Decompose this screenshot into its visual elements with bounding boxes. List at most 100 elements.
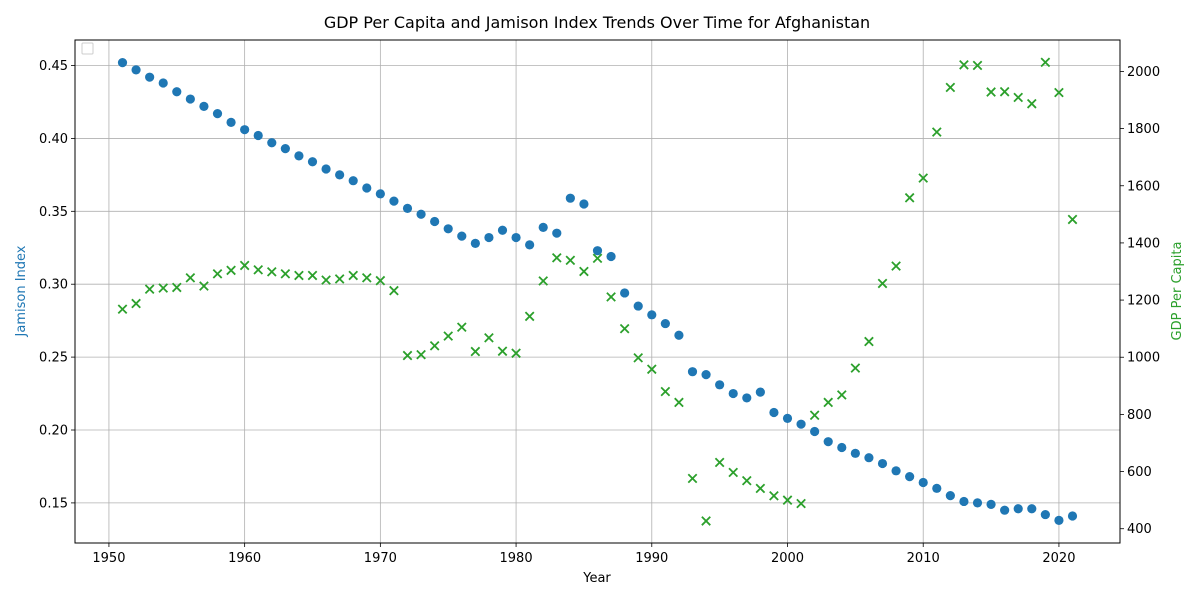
gdp-point — [701, 516, 711, 526]
gdp-point — [158, 283, 169, 293]
gdp-point — [619, 323, 630, 334]
gdp-point — [131, 298, 141, 309]
jamison-point — [430, 216, 440, 227]
gdp-point — [361, 272, 372, 283]
gdp-point — [741, 475, 752, 486]
y-left-tick-label: 0.25 — [39, 351, 68, 366]
jamison-point — [687, 367, 698, 377]
jamison-point — [932, 483, 942, 493]
gdp-point — [796, 498, 806, 509]
jamison-point — [728, 388, 738, 399]
x-tick-label: 2000 — [771, 551, 804, 566]
jamison-point — [918, 477, 928, 488]
jamison-point — [660, 318, 670, 329]
y-left-tick-label: 0.20 — [39, 424, 68, 439]
gdp-point — [728, 467, 739, 478]
x-axis-title: Year — [582, 571, 611, 586]
jamison-point — [864, 453, 874, 463]
y-right-tick-label: 1400 — [1127, 236, 1160, 251]
legend-box — [81, 42, 94, 55]
jamison-point — [565, 193, 575, 203]
gdp-point — [1040, 57, 1051, 68]
jamison-point — [321, 164, 331, 174]
jamison-point — [592, 246, 603, 256]
x-tick-label: 1960 — [228, 551, 261, 566]
gdp-point — [484, 332, 494, 343]
gdp-point — [402, 350, 413, 361]
jamison-point — [525, 240, 535, 250]
jamison-point — [1013, 504, 1023, 514]
jamison-point — [402, 203, 413, 213]
jamison-point — [1067, 511, 1078, 521]
gdp-point — [986, 87, 996, 97]
jamison-point — [212, 109, 223, 119]
gdp-point — [769, 491, 779, 501]
jamison-point — [674, 330, 684, 340]
jamison-point — [986, 499, 996, 509]
gdp-point — [579, 266, 589, 277]
gdp-point — [497, 346, 508, 357]
gdp-point — [212, 268, 223, 279]
x-tick-label: 2020 — [1042, 551, 1075, 566]
jamison-point — [348, 176, 358, 186]
jamison-point — [335, 170, 345, 180]
gdp-point — [551, 252, 562, 263]
x-axis: 1950 1960 1970 1980 1990 2000 2010 2020 — [92, 543, 1075, 566]
grid — [75, 40, 1120, 543]
y-left-tick-label: 0.40 — [39, 132, 68, 147]
gdp-point — [321, 275, 331, 285]
y-axis-left-title: Jamison Index — [14, 245, 29, 337]
gdp-point — [809, 410, 820, 421]
gdp-point — [375, 275, 386, 286]
jamison-point — [633, 301, 643, 311]
gdp-point — [470, 346, 481, 357]
y-right-tick-label: 400 — [1127, 522, 1152, 537]
jamison-point — [1054, 515, 1064, 526]
jamison-point — [294, 151, 304, 161]
y-right-tick-label: 2000 — [1127, 65, 1160, 80]
jamison-point — [484, 232, 494, 243]
gdp-point — [199, 281, 209, 291]
jamison-point — [253, 130, 263, 141]
y-right-tick-label: 1000 — [1127, 351, 1160, 366]
jamison-point — [375, 189, 385, 199]
jamison-point — [511, 232, 521, 243]
gdp-point — [918, 173, 929, 183]
x-tick-label: 2010 — [907, 551, 940, 566]
gdp-point — [348, 270, 359, 281]
jamison-point — [240, 125, 250, 135]
y-right-tick-label: 800 — [1127, 408, 1152, 423]
gdp-point — [945, 82, 956, 93]
gdp-point — [511, 348, 521, 359]
gdp-point — [456, 322, 467, 333]
x-tick-label: 1990 — [635, 551, 668, 566]
gdp-point — [334, 274, 345, 284]
jamison-point — [131, 65, 141, 75]
jamison-point — [755, 387, 765, 397]
jamison-point — [158, 78, 168, 88]
gdp-point — [1013, 92, 1024, 103]
gdp-point — [1067, 214, 1078, 225]
jamison-point — [538, 222, 548, 232]
x-tick-label: 1950 — [92, 551, 125, 566]
gdp-point — [565, 255, 576, 266]
jamison-point — [579, 199, 589, 209]
gdp-point — [389, 285, 399, 296]
jamison-point — [497, 225, 508, 235]
gdp-point — [999, 86, 1010, 97]
jamison-point — [457, 231, 467, 241]
y-right-tick-label: 1800 — [1127, 122, 1160, 137]
jamison-point — [362, 183, 372, 193]
jamison-point — [172, 87, 182, 97]
gdp-point — [280, 268, 291, 279]
jamison-point — [307, 157, 318, 167]
jamison-point — [769, 407, 779, 418]
gdp-point — [524, 311, 535, 322]
jamison-point — [891, 466, 901, 476]
y-axis-left: 0.15 0.20 0.25 0.30 0.35 0.40 0.45 — [39, 59, 75, 511]
chart-title: GDP Per Capita and Jamison Index Trends … — [324, 13, 870, 32]
jamison-point — [782, 413, 793, 423]
gdp-point — [416, 349, 426, 360]
